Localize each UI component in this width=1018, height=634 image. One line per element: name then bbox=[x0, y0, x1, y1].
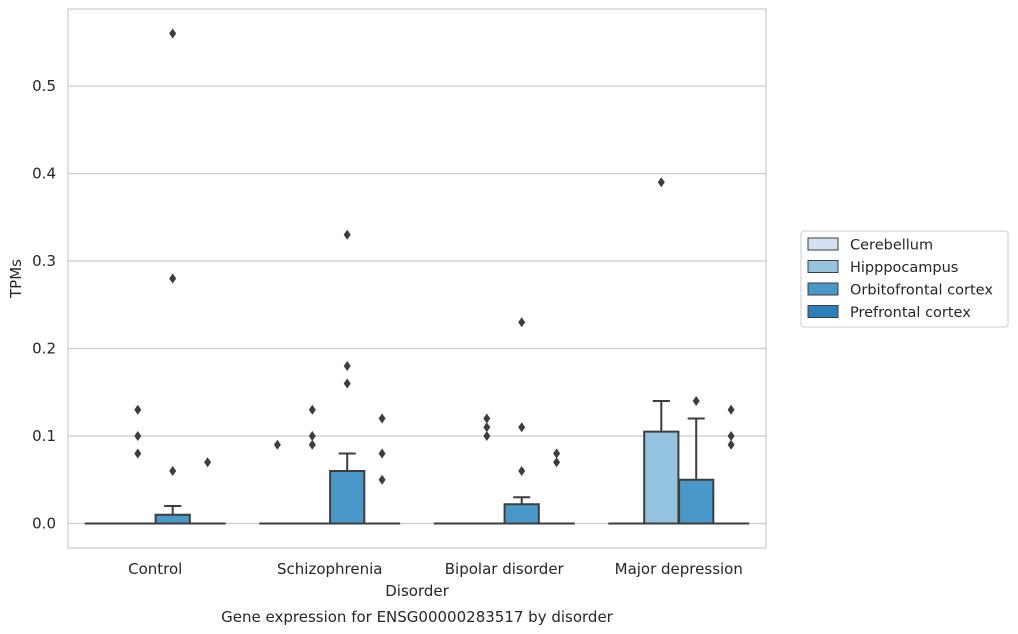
outlier-point bbox=[134, 448, 142, 459]
y-tick-label: 0.2 bbox=[32, 340, 56, 358]
legend-label: Cerebellum bbox=[850, 238, 933, 254]
y-tick-label: 0.5 bbox=[32, 77, 56, 95]
x-axis-label: Disorder bbox=[385, 582, 449, 600]
box-group bbox=[538, 448, 575, 525]
outlier-point bbox=[308, 431, 316, 441]
box bbox=[643, 430, 680, 525]
outlier-point bbox=[378, 474, 386, 485]
box-group bbox=[678, 396, 715, 525]
box-group bbox=[643, 177, 680, 525]
outlier-point bbox=[553, 457, 561, 468]
box-group bbox=[503, 317, 540, 525]
outlier-point bbox=[169, 28, 177, 39]
outlier-point bbox=[657, 177, 665, 188]
outlier-point bbox=[273, 439, 281, 450]
box-group bbox=[712, 404, 750, 525]
chart-caption: Gene expression for ENSG00000283517 by d… bbox=[221, 608, 614, 626]
outlier-point bbox=[343, 378, 351, 389]
outlier-point bbox=[727, 404, 735, 415]
outlier-point bbox=[553, 448, 561, 459]
box-group bbox=[154, 28, 191, 525]
outlier-point bbox=[169, 466, 177, 476]
outlier-point bbox=[308, 439, 316, 450]
x-tick-label: Schizophrenia bbox=[277, 560, 382, 578]
outlier-point bbox=[134, 431, 142, 441]
outlier-point bbox=[378, 413, 386, 424]
outlier-point bbox=[483, 413, 491, 424]
box-group bbox=[468, 413, 505, 525]
legend: Cerebellum Hipppocampus Orbitofrontal cort… bbox=[800, 230, 1009, 328]
legend-swatch bbox=[807, 282, 839, 296]
box bbox=[154, 513, 191, 525]
box bbox=[678, 478, 715, 525]
x-tick-label: Control bbox=[128, 560, 182, 578]
box-group bbox=[259, 439, 296, 525]
outlier-point bbox=[343, 229, 351, 240]
outlier-point bbox=[692, 396, 700, 406]
outlier-point bbox=[134, 404, 142, 415]
x-tick-label: Major depression bbox=[615, 560, 743, 578]
outlier-point bbox=[308, 404, 316, 415]
y-tick-label: 0.4 bbox=[32, 165, 56, 183]
y-tick-label: 0.1 bbox=[32, 427, 56, 445]
legend-swatch bbox=[807, 260, 839, 273]
outlier-point bbox=[204, 457, 212, 468]
plot-frame bbox=[67, 8, 767, 549]
y-axis-label: TPMs bbox=[7, 259, 25, 299]
legend-label: Hipppocampus bbox=[850, 260, 958, 276]
x-tick-labels: Control Schizophrenia Bipolar disorder Majo… bbox=[128, 560, 743, 578]
legend-swatch bbox=[807, 305, 839, 318]
legend-frame bbox=[800, 230, 1009, 328]
outlier-point bbox=[378, 448, 386, 459]
outlier-point bbox=[343, 361, 351, 371]
box-group bbox=[363, 413, 401, 525]
box-group bbox=[119, 404, 156, 525]
outlier-point bbox=[518, 466, 526, 476]
plot-marks bbox=[84, 28, 750, 525]
outlier-point bbox=[518, 317, 526, 328]
legend-label: Prefrontal cortex bbox=[850, 305, 971, 321]
box bbox=[329, 470, 366, 525]
y-tick-label: 0.3 bbox=[32, 252, 56, 270]
box-group bbox=[329, 229, 366, 525]
legend-label: Orbitofrontal cortex bbox=[850, 283, 993, 299]
outlier-point bbox=[483, 431, 491, 441]
y-tick-label: 0.0 bbox=[32, 515, 56, 533]
box-group bbox=[189, 457, 226, 525]
box bbox=[503, 503, 540, 525]
legend-swatch bbox=[807, 237, 839, 251]
outlier-point bbox=[727, 439, 735, 450]
outlier-point bbox=[169, 273, 177, 284]
outlier-point bbox=[727, 431, 735, 441]
y-tick-labels: 0.0 0.1 0.2 0.3 0.4 0.5 bbox=[32, 77, 56, 533]
box-group bbox=[294, 404, 331, 525]
x-tick-label: Bipolar disorder bbox=[445, 560, 565, 578]
outlier-point bbox=[518, 422, 526, 433]
outlier-point bbox=[483, 422, 491, 433]
